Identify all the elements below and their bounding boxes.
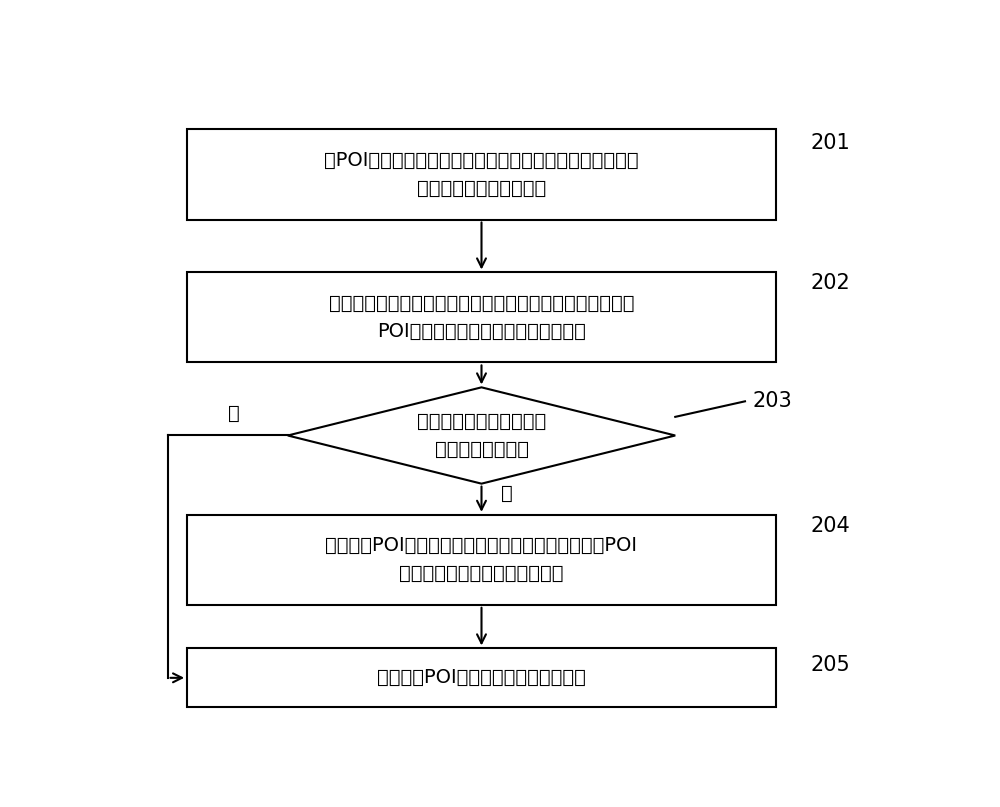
- Bar: [187, 648, 776, 708]
- Bar: [187, 515, 776, 604]
- Text: 202: 202: [811, 274, 851, 293]
- Bar: [187, 273, 776, 362]
- Text: 根据所述组成所述名称字段的各分词所在的层数，计算所述
POI数据对的名称字段之间的相似度值: 根据所述组成所述名称字段的各分词所在的层数，计算所述 POI数据对的名称字段之间…: [329, 294, 634, 341]
- Text: 判定所述相似度值是否属
于设置的错误阈值: 判定所述相似度值是否属 于设置的错误阈值: [417, 412, 546, 459]
- Text: 否: 否: [228, 404, 239, 423]
- Text: 205: 205: [811, 655, 851, 675]
- Text: 204: 204: [811, 516, 851, 536]
- Text: 是: 是: [501, 483, 513, 503]
- Text: 对POI数据对的名称字段进行分词处理，获取组成所述名称
字段的各分词所在的层数: 对POI数据对的名称字段进行分词处理，获取组成所述名称 字段的各分词所在的层数: [324, 151, 639, 198]
- Text: 201: 201: [811, 133, 851, 153]
- Text: 判定所述POI原始数据的名称字段错误，并定位所述POI
原始数据的名称字段的错误类型: 判定所述POI原始数据的名称字段错误，并定位所述POI 原始数据的名称字段的错误…: [326, 537, 638, 583]
- Text: 判定所述POI原始数据的名称字段正确: 判定所述POI原始数据的名称字段正确: [377, 668, 586, 688]
- Polygon shape: [288, 387, 675, 483]
- Bar: [187, 129, 776, 220]
- Text: 203: 203: [753, 391, 792, 412]
